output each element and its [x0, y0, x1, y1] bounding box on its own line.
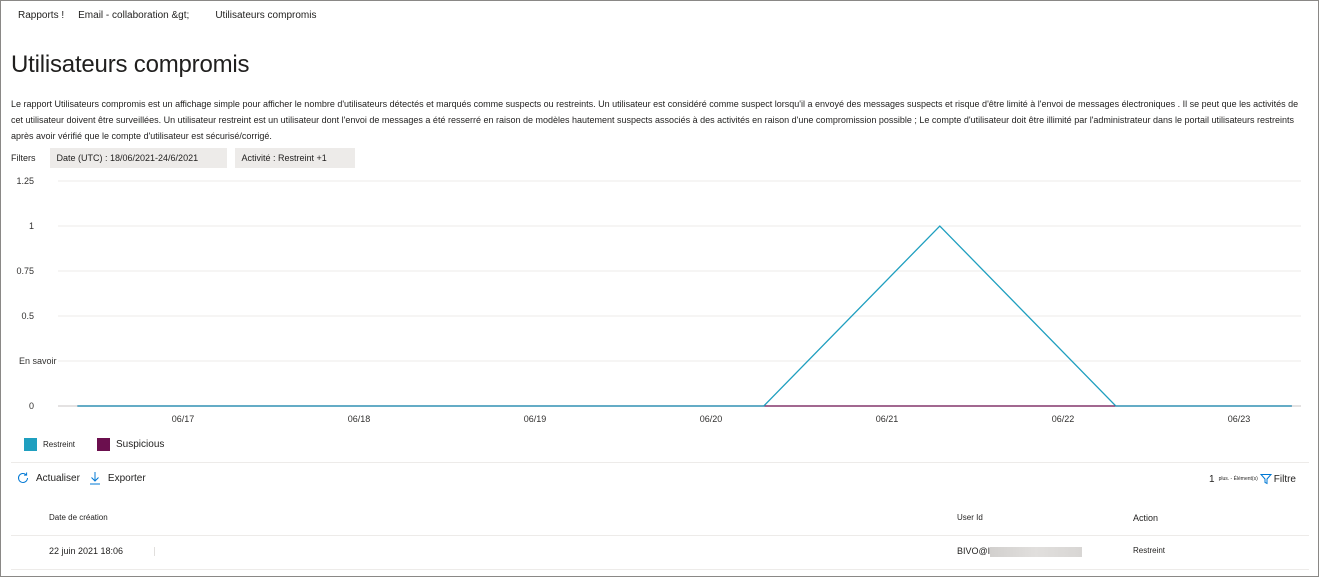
breadcrumb-item-email-collaboration[interactable]: Email - collaboration &gt; — [78, 10, 190, 21]
legend-swatch-restreint — [24, 438, 37, 451]
export-label: Exporter — [107, 472, 146, 484]
cell-user-id: BIVO@I — [957, 546, 1083, 557]
breadcrumb-item-current: Utilisateurs compromis — [215, 10, 317, 21]
column-header-created[interactable]: Date de création — [49, 513, 108, 522]
cell-action: Restreint — [1133, 546, 1166, 555]
x-tick-label: 06/18 — [348, 414, 371, 424]
activity-filter-chip[interactable]: Activité : Restreint +1 — [234, 148, 355, 168]
legend-item-suspicious[interactable]: Suspicious — [97, 438, 164, 451]
x-tick-label: 06/22 — [1052, 414, 1075, 424]
refresh-icon — [18, 472, 28, 483]
table-toolbar: Actualiser Exporter — [16, 471, 154, 485]
x-tick-label: 06/19 — [524, 414, 547, 424]
y-tick-label: 1 — [29, 221, 34, 231]
x-tick-label: 06/20 — [700, 414, 723, 424]
redacted-block — [990, 546, 1083, 557]
y-tick-label: 1.25 — [16, 176, 34, 186]
table-tools-right: 1 plus. - Élément(s) Filtre — [1209, 473, 1296, 485]
column-header-user-id[interactable]: User Id — [957, 513, 983, 522]
legend-swatch-suspicious — [97, 438, 111, 451]
filter-icon — [1259, 474, 1272, 485]
table-row-divider — [11, 569, 1309, 570]
legend-item-restreint[interactable]: Restreint — [24, 438, 75, 451]
x-tick-label: 06/17 — [172, 414, 195, 424]
section-divider — [11, 462, 1309, 463]
refresh-button[interactable]: Actualiser — [16, 471, 80, 485]
filter-label: Filtre — [1273, 473, 1296, 485]
legend-label-restreint: Restreint — [43, 440, 76, 449]
user-id-text: BIVO@I — [957, 546, 991, 556]
chart-legend: Restreint Suspicious — [24, 438, 186, 451]
item-count: 1 — [1209, 473, 1215, 485]
breadcrumb: Rapports ! Email - collaboration &gt; Ut… — [18, 10, 330, 21]
breadcrumb-item-reports[interactable]: Rapports ! — [18, 10, 65, 21]
filters-bar: Filters Date (UTC) : 18/06/2021-24/6/202… — [11, 148, 363, 168]
column-header-action[interactable]: Action — [1133, 513, 1159, 523]
line-chart: 1.25 1 0.75 0.5 En savoir 0 06/17 06/18 06/19 06/… — [1, 171, 1321, 436]
date-filter-chip[interactable]: Date (UTC) : 18/06/2021-24/6/2021 — [49, 148, 227, 168]
download-icon — [89, 472, 100, 485]
filter-button[interactable]: Filtre — [1259, 473, 1296, 485]
y-tick-label: 0.5 — [21, 311, 34, 321]
y-tick-label: 0 — [29, 401, 34, 411]
page-title: Utilisateurs compromis — [11, 51, 250, 78]
table-header-divider — [11, 535, 1309, 536]
report-description: Le rapport Utilisateurs compromis est un… — [11, 99, 1299, 141]
series-line-restreint[interactable] — [77, 225, 1292, 407]
x-tick-label: 06/23 — [1228, 414, 1251, 424]
chart-svg: 1.25 1 0.75 0.5 En savoir 0 06/17 06/18 06/19 06/… — [16, 176, 1301, 424]
export-button[interactable]: Exporter — [88, 471, 146, 485]
cell-created: 22 juin 2021 18:06 — [49, 546, 124, 556]
x-tick-label: 06/21 — [876, 414, 899, 424]
refresh-label: Actualiser — [36, 472, 80, 484]
column-resize-handle[interactable] — [154, 547, 155, 556]
y-tick-label: En savoir — [19, 356, 57, 366]
item-count-suffix: plus. - Élément(s) — [1218, 476, 1258, 482]
filters-label: Filters — [11, 153, 36, 163]
y-tick-label: 0.75 — [16, 266, 34, 276]
legend-label-suspicious: Suspicious — [116, 439, 165, 450]
